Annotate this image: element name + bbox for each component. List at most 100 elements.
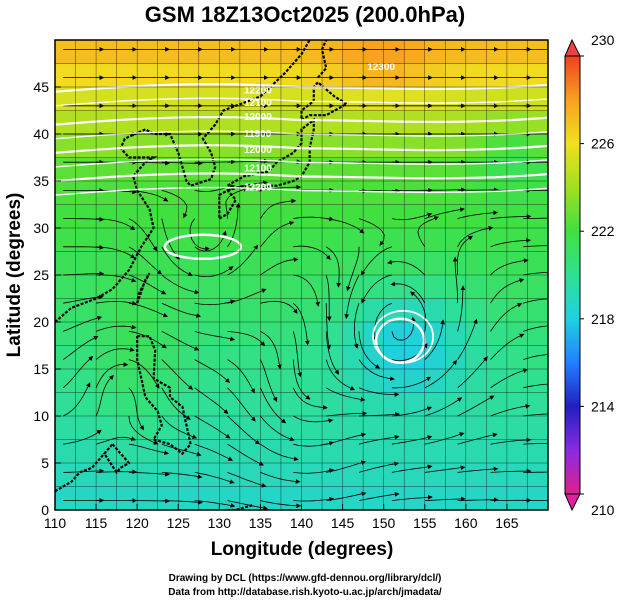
temperature-cell (280, 204, 303, 229)
temperature-cell (239, 369, 262, 394)
temperature-cell (363, 416, 385, 441)
temperature-cell (116, 181, 138, 206)
streamline (161, 246, 193, 277)
temperature-cell (342, 204, 364, 229)
coastline (227, 504, 253, 510)
temperature-cell (363, 392, 385, 417)
temperature-cell (219, 298, 241, 323)
streamline (227, 472, 267, 488)
x-tick-label: 110 (44, 515, 67, 531)
colorbar-tick-label: 230 (591, 32, 615, 48)
streamline (387, 259, 426, 276)
temperature-cell (486, 392, 508, 417)
streamline (95, 436, 137, 445)
streamline (227, 288, 267, 304)
temperature-cell (363, 275, 385, 300)
temperature-cell (486, 228, 508, 253)
streamline (490, 258, 529, 276)
temperature-cell (96, 204, 118, 229)
streamline (63, 382, 91, 417)
streamline (260, 443, 299, 462)
temperature-cell (178, 322, 200, 347)
temperature-cell (404, 134, 426, 159)
temperature-cell (465, 63, 487, 88)
temperature-cell (506, 251, 529, 276)
streamline (325, 303, 332, 350)
temperature-cell (506, 392, 529, 417)
temperature-cell (55, 228, 77, 253)
temperature-cell (301, 369, 323, 394)
streamline (490, 278, 525, 304)
temperature-cell (198, 87, 220, 112)
temperature-cell (116, 416, 138, 441)
temperature-cell (178, 416, 200, 441)
streamline (227, 359, 255, 394)
temperature-cell (157, 251, 179, 276)
temperature-cell (219, 322, 241, 347)
streamline (62, 355, 94, 389)
streamline (161, 443, 202, 457)
streamline (358, 188, 401, 194)
x-tick-label: 155 (413, 515, 437, 531)
streamline (523, 442, 548, 445)
temperature-cell (75, 486, 97, 510)
streamline (227, 443, 265, 466)
streamline (128, 471, 170, 477)
temperature-cell (322, 181, 344, 206)
y-tick-label: 25 (33, 267, 49, 283)
temperature-cell (280, 251, 303, 276)
streamline (260, 300, 298, 314)
contour-label: 12100 (244, 164, 272, 175)
streamline (194, 331, 236, 342)
temperature-cell (239, 40, 262, 65)
streamline (194, 500, 236, 508)
streamline (161, 359, 194, 390)
temperature-cell (424, 275, 446, 300)
temperature-cell (383, 40, 405, 65)
colorbar: 210 214 218 222 226 230 (564, 32, 615, 518)
colorbar-tick-label: 218 (591, 311, 615, 327)
temperature-cell (260, 463, 282, 488)
temperature-cell (486, 345, 508, 370)
temperature-cell (75, 275, 97, 300)
temperature-cell (465, 251, 487, 276)
temperature-cell (301, 181, 323, 206)
temperature-cell (527, 298, 548, 323)
temperature-cell (527, 439, 548, 464)
temperature-cell (424, 251, 446, 276)
temperature-cell (404, 416, 426, 441)
temperature-cell (424, 40, 446, 65)
temperature-cell (486, 416, 508, 441)
temperature-cell (424, 439, 446, 464)
temperature-cell (445, 369, 467, 394)
streamline (457, 318, 478, 360)
temperature-cell (363, 439, 385, 464)
temperature-cell (178, 369, 200, 394)
temperature-cell (527, 204, 548, 229)
streamline (325, 359, 356, 391)
temperature-cell (116, 63, 138, 88)
streamline (457, 432, 498, 445)
temperature-cell (280, 40, 303, 65)
temperature-cell (506, 110, 529, 135)
temperature-cell (506, 134, 529, 159)
temperature-cell (465, 110, 487, 135)
temperature-cell (137, 110, 159, 135)
x-tick-label: 120 (125, 515, 149, 531)
temperature-cell (363, 228, 385, 253)
streamline (523, 271, 548, 276)
temperature-cell (322, 275, 344, 300)
temperature-cell (383, 322, 405, 347)
colorbar-upper-arrow (564, 38, 581, 57)
temperature-cell (322, 228, 344, 253)
temperature-cell (363, 345, 385, 370)
streamline (95, 347, 135, 360)
streamline (293, 415, 334, 424)
streamline (128, 218, 158, 252)
temperature-cell (383, 463, 405, 488)
temperature-cell (486, 40, 508, 65)
temperature-cell (363, 298, 385, 323)
temperature-cell (157, 157, 179, 182)
temperature-cell (55, 322, 77, 347)
temperature-cell (383, 369, 405, 394)
